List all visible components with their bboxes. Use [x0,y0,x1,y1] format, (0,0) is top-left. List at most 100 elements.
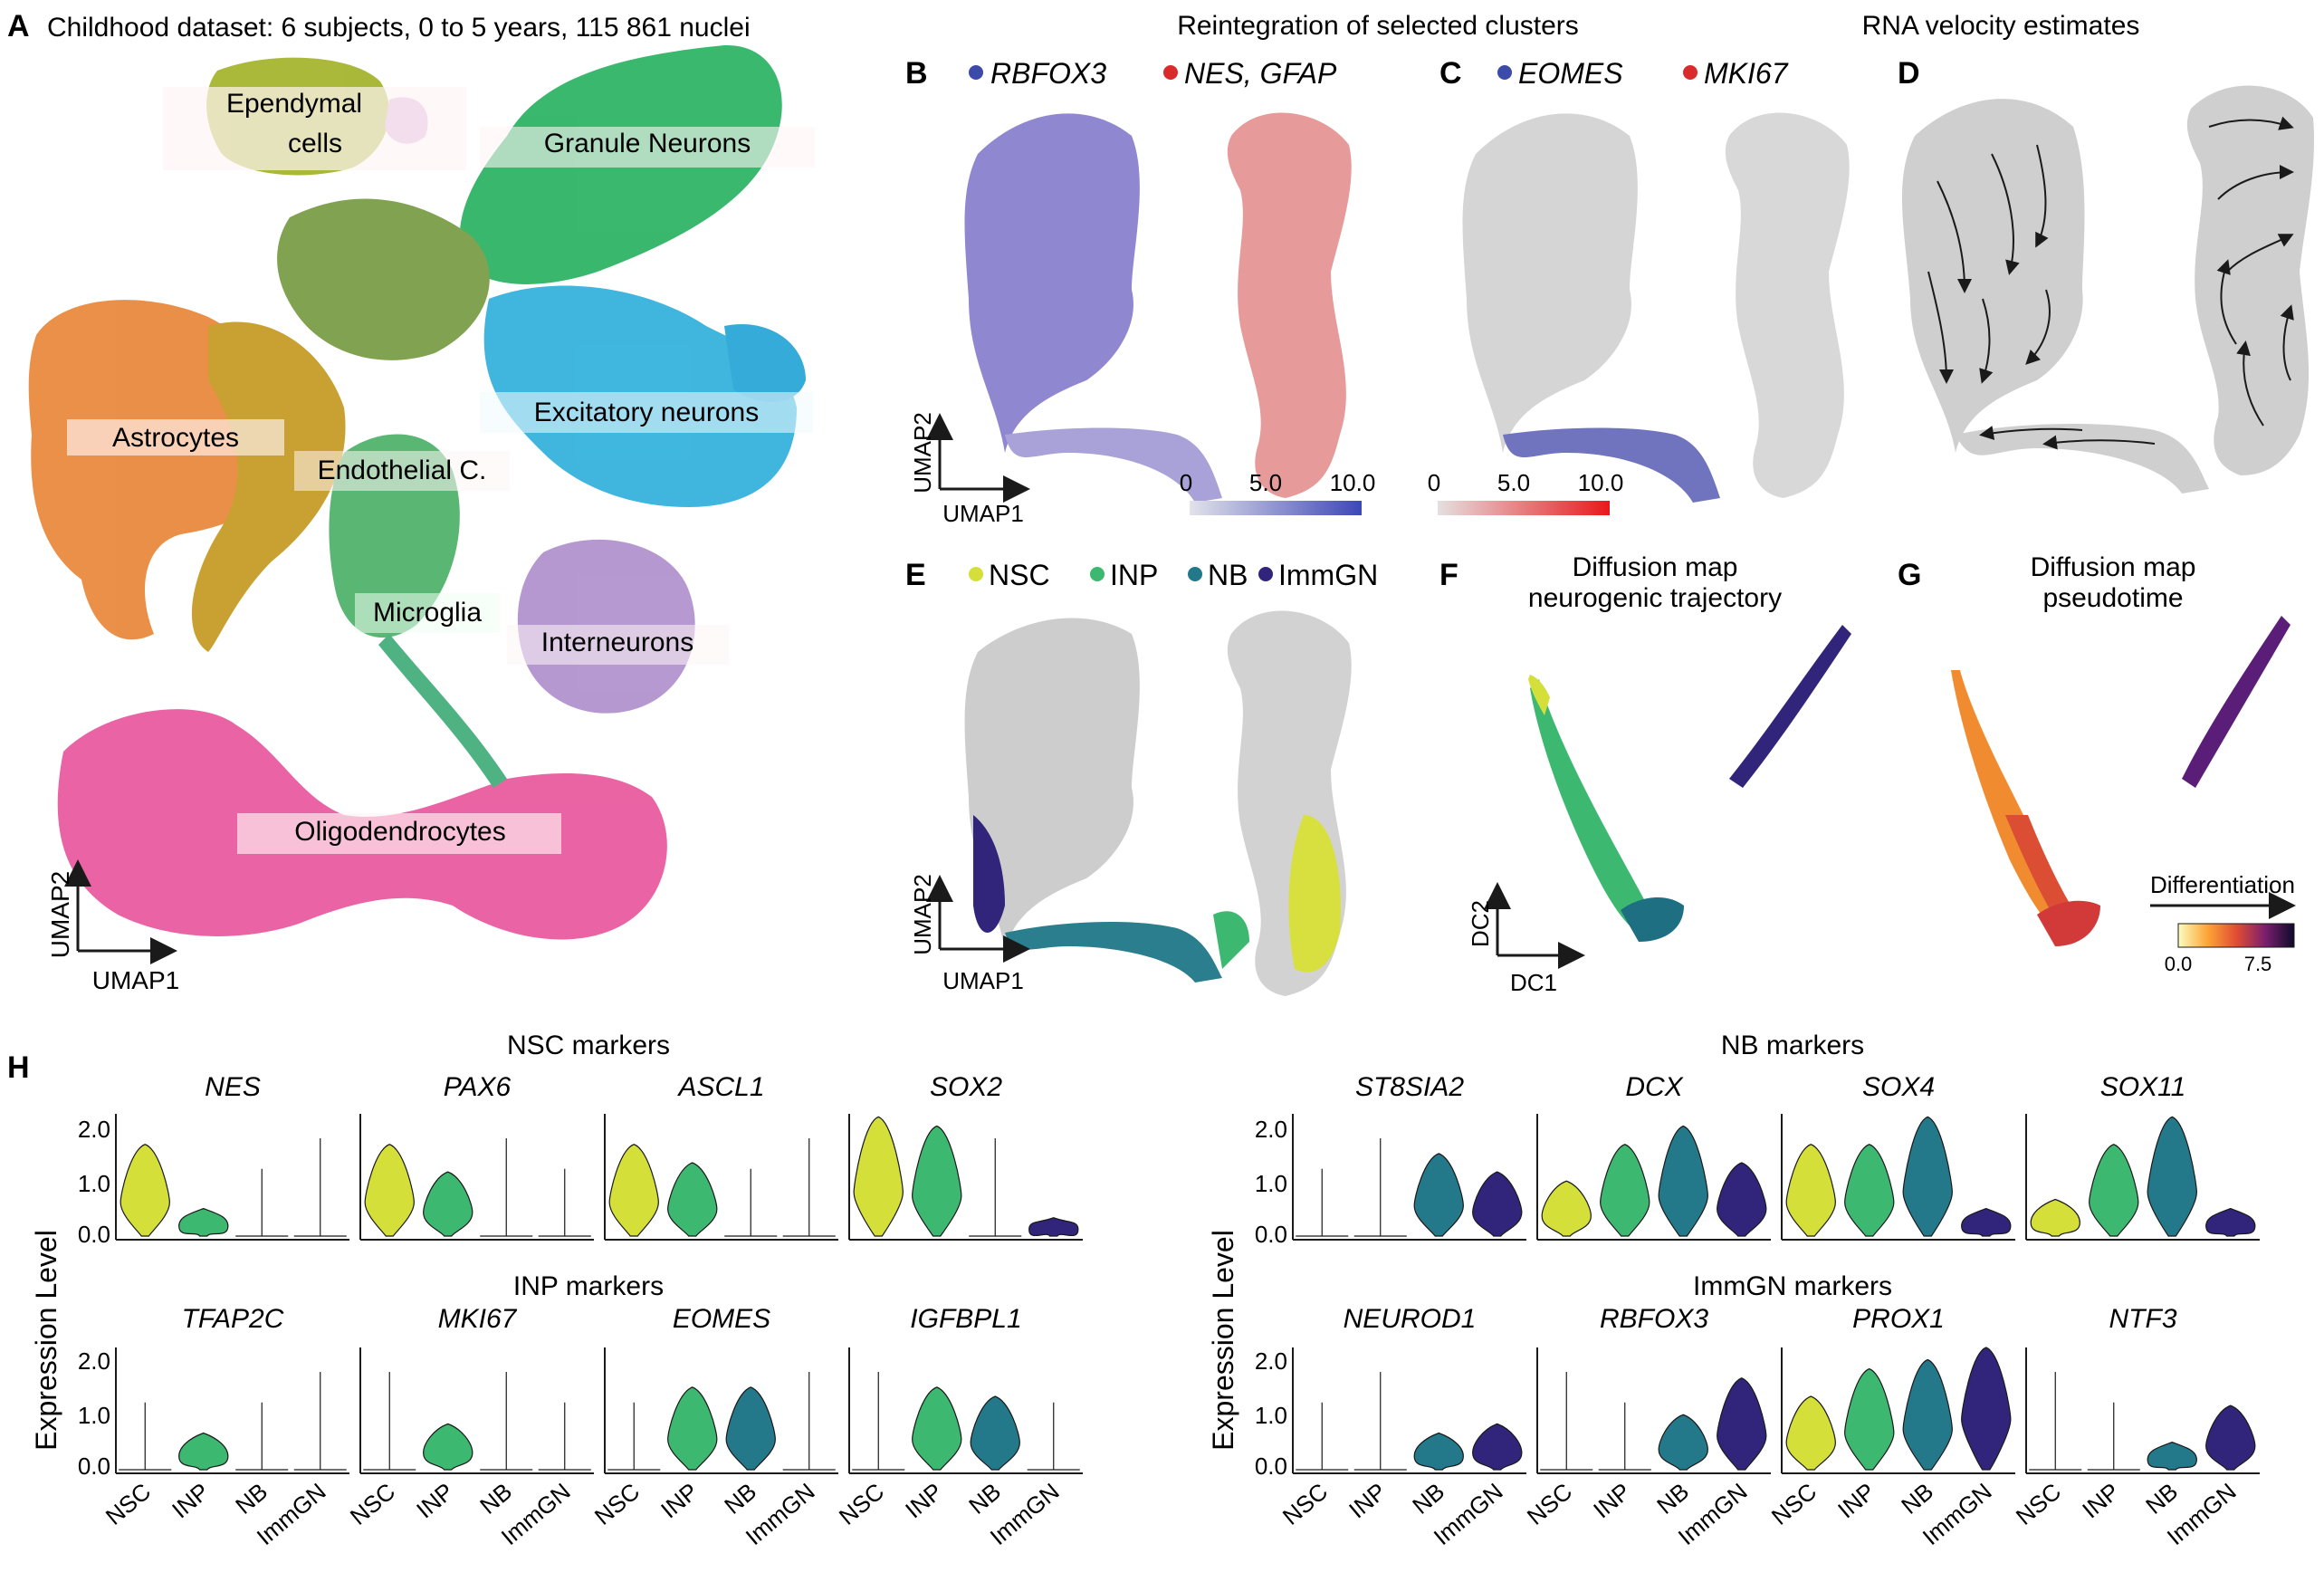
panel-a-ylabel: UMAP2 [46,871,74,958]
violin-sox2-nb [969,1138,1022,1237]
violin-panel-sox2: SOX2 [848,1072,1083,1241]
panel-b-scale-tick-0: 0 [1180,469,1192,496]
traj-f-nb [1621,896,1684,942]
panel-d-letter: D [1898,56,1920,91]
label-endothelial: Endothelial C. [318,455,487,485]
violin-pax6-nsc [364,1144,415,1237]
label-box-interneurons [507,625,729,665]
violin-panel-dcx: DCX [1536,1072,1771,1241]
traj-g-late [2182,616,2291,788]
category-label-inp: INP [655,1478,703,1524]
panel-g-colorbar: Differentiation 0.0 7.5 [2150,871,2296,975]
panel-h-letter: H [7,1050,30,1085]
violin-prox1-nsc [1785,1395,1836,1471]
gene-title-dcx: DCX [1625,1072,1683,1102]
cluster-blob-excitatory-2 [724,324,806,402]
violin-sox11-immgn [2205,1207,2256,1237]
category-label-nsc: NSC [589,1478,645,1530]
gene-title-mki67: MKI67 [438,1304,518,1334]
gene-title-ntf3: NTF3 [2109,1304,2177,1334]
panel-c: C EOMES MKI67 0 5.0 10.0 [1428,56,1850,515]
violin-panel-pax6: PAX6 [359,1072,594,1241]
label-box-microglia [355,593,500,633]
gene-title-sox2: SOX2 [930,1072,1002,1102]
violin-sox2-nsc [853,1116,904,1237]
violin-sox4-nsc [1785,1144,1836,1237]
panel-d-velocity-arrows [1927,116,2294,450]
panel-c-scale-tick-2: 10.0 [1578,469,1624,496]
ytick-bl-0: 0.0 [78,1453,110,1480]
panel-e-legend-dot-1 [1090,567,1105,581]
violin-igfbpl1-nb [970,1395,1020,1471]
violin-sox2-inp [912,1125,962,1237]
panel-a-axes: UMAP1 UMAP2 [46,859,179,994]
violin-prox1-immgn [1961,1347,2012,1471]
panel-b-scale-tick-1: 5.0 [1249,469,1282,496]
panel-e-legend-0: NSC [989,559,1050,591]
panel-f: F Diffusion map neurogenic trajectory DC… [1439,552,1851,996]
ytick-br-0: 0.0 [1255,1453,1287,1480]
violin-igfbpl1-inp [912,1386,962,1471]
category-label-inp: INP [167,1478,214,1524]
category-label-nb: NB [230,1478,273,1520]
panel-f-trajectory [1528,625,1851,942]
violin-sox2-immgn [1028,1217,1079,1237]
violin-sox11-inp [2089,1144,2139,1237]
traj-f-inp [1530,679,1657,937]
panel-d-umap [1901,85,2315,494]
umap-e-left-lobe [964,618,1140,951]
gene-title-tfap2c: TFAP2C [182,1304,284,1334]
panel-b-axes: UMAP1 UMAP2 [909,412,1030,527]
panel-g-trajectory [1951,616,2291,946]
violin-panel-st8sia2: ST8SIA2 [1292,1072,1526,1241]
violin-neurod1-inp [1353,1372,1407,1471]
label-granule: Granule Neurons [544,129,751,158]
panel-b-ylabel: UMAP2 [909,412,936,494]
violin-nes-nsc [120,1144,170,1237]
panel-c-legend-dot-1 [1497,65,1512,80]
umap-e-immgn-cluster [973,815,1005,933]
violin-igfbpl1-immgn [1027,1402,1080,1471]
label-oligodendrocytes: Oligodendrocytes [294,817,505,847]
violin-sox4-immgn [1961,1207,2012,1237]
panel-c-scale-tick-0: 0 [1428,469,1440,496]
panel-b-legend-2: NES, GFAP [1184,57,1337,90]
violin-eomes-immgn [782,1372,836,1471]
violin-ntf3-nb [2147,1441,2197,1471]
umap-d-right-lobe [2186,85,2315,476]
ytick-tl-2: 2.0 [78,1116,110,1143]
panel-a: A Childhood dataset: 6 subjects, 0 to 5 … [7,9,815,994]
category-label-nb: NB [1407,1478,1449,1520]
ytick-br-2: 2.0 [1255,1347,1287,1375]
umap-d-bridge [1956,424,2209,494]
gene-title-rbfox3: RBFOX3 [1600,1304,1708,1334]
violin-sox4-inp [1844,1144,1895,1237]
panel-c-scale-tick-1: 5.0 [1497,469,1530,496]
violin-rbfox3-nsc [1540,1372,1593,1471]
category-label-nb: NB [963,1478,1006,1520]
violin-st8sia2-inp [1353,1138,1407,1237]
panel-c-legend-1: EOMES [1518,57,1623,90]
section-title-nsc: NSC markers [507,1031,670,1060]
category-label-nsc: NSC [1277,1478,1333,1530]
gene-title-neurod1: NEUROD1 [1344,1304,1477,1334]
category-label-inp: INP [1344,1478,1391,1524]
violin-igfbpl1-nsc [852,1372,905,1471]
category-label-nb: NB [1651,1478,1694,1520]
yticks-tl: 2.0 1.0 0.0 [78,1116,110,1248]
panel-e-letter: E [905,558,926,592]
panel-c-umap [1462,112,1850,503]
panel-h-ylabel-right: Expression Level [1207,1230,1239,1451]
ytick-bl-1: 1.0 [78,1402,110,1429]
cluster-blob-central [277,198,490,360]
traj-f-nsc [1528,675,1550,715]
ytick-bl-2: 2.0 [78,1347,110,1375]
panel-f-xlabel: DC1 [1510,969,1557,996]
panel-e-legend-dot-2 [1188,567,1202,581]
category-label-nsc: NSC [100,1478,156,1530]
violin-nes-immgn [293,1138,347,1237]
